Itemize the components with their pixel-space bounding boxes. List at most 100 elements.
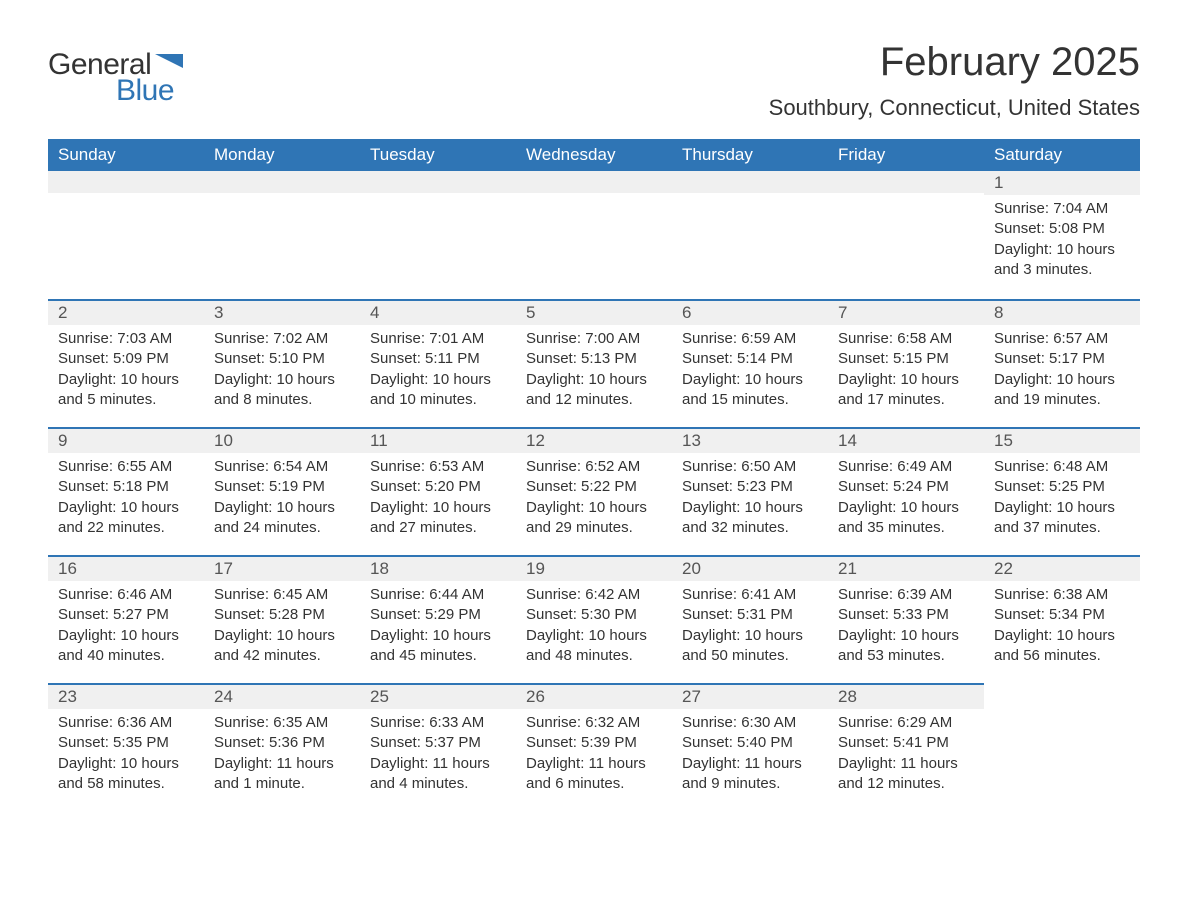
daylight-text: Daylight: 10 hours and 15 minutes. bbox=[682, 370, 818, 411]
calendar-day-cell: 2 Sunrise: 7:03 AMSunset: 5:09 PMDaylight… bbox=[48, 299, 204, 427]
daylight-text: Daylight: 10 hours and 5 minutes. bbox=[58, 370, 194, 411]
calendar-day-cell: 17Sunrise: 6:45 AMSunset: 5:28 PMDayligh… bbox=[204, 555, 360, 683]
sunrise-text: Sunrise: 6:59 AM bbox=[682, 329, 818, 349]
sunset-text: Sunset: 5:30 PM bbox=[526, 605, 662, 625]
calendar-day-cell: 20Sunrise: 6:41 AMSunset: 5:31 PMDayligh… bbox=[672, 555, 828, 683]
sunset-text: Sunset: 5:11 PM bbox=[370, 349, 506, 369]
day-number: 25 bbox=[370, 687, 389, 706]
daylight-text: Daylight: 11 hours and 1 minute. bbox=[214, 754, 350, 795]
sunrise-text: Sunrise: 6:58 AM bbox=[838, 329, 974, 349]
daylight-text: Daylight: 10 hours and 45 minutes. bbox=[370, 626, 506, 667]
calendar-day-cell: 23 Sunrise: 6:36 AMSunset: 5:35 PMDayligh… bbox=[48, 683, 204, 811]
sunset-text: Sunset: 5:27 PM bbox=[58, 605, 194, 625]
location: Southbury, Connecticut, United States bbox=[769, 95, 1140, 121]
day-number: 23 bbox=[58, 687, 77, 706]
daylight-text: Daylight: 10 hours and 53 minutes. bbox=[838, 626, 974, 667]
logo-text-blue: Blue bbox=[116, 74, 174, 108]
calendar-day-cell: 12Sunrise: 6:52 AMSunset: 5:22 PMDayligh… bbox=[516, 427, 672, 555]
daylight-text: Daylight: 10 hours and 27 minutes. bbox=[370, 498, 506, 539]
calendar-day-cell bbox=[672, 171, 828, 299]
sunrise-text: Sunrise: 7:04 AM bbox=[994, 199, 1130, 219]
header: General Blue February 2025 Southbury, Co… bbox=[48, 40, 1140, 135]
sunset-text: Sunset: 5:20 PM bbox=[370, 477, 506, 497]
calendar-day-cell: 16Sunrise: 6:46 AMSunset: 5:27 PMDayligh… bbox=[48, 555, 204, 683]
day-number: 4 bbox=[370, 303, 379, 322]
daylight-text: Daylight: 10 hours and 35 minutes. bbox=[838, 498, 974, 539]
daylight-text: Daylight: 11 hours and 4 minutes. bbox=[370, 754, 506, 795]
calendar-day-cell bbox=[360, 171, 516, 299]
weekday-header: Tuesday bbox=[360, 139, 516, 171]
calendar-day-cell: 24Sunrise: 6:35 AMSunset: 5:36 PMDayligh… bbox=[204, 683, 360, 811]
day-number: 9 bbox=[58, 431, 67, 450]
sunrise-text: Sunrise: 6:44 AM bbox=[370, 585, 506, 605]
sunset-text: Sunset: 5:35 PM bbox=[58, 733, 194, 753]
daylight-text: Daylight: 10 hours and 19 minutes. bbox=[994, 370, 1130, 411]
calendar-week-row: 23Sunrise: 6:36 AMSunset: 5:35 PMDayligh… bbox=[48, 683, 1140, 811]
calendar-day-cell: 8Sunrise: 6:57 AMSunset: 5:17 PMDaylight… bbox=[984, 299, 1140, 427]
calendar-day-cell: 1Sunrise: 7:04 AMSunset: 5:08 PMDaylight… bbox=[984, 171, 1140, 299]
day-number: 19 bbox=[526, 559, 545, 578]
calendar-day-cell: 3Sunrise: 7:02 AMSunset: 5:10 PMDaylight… bbox=[204, 299, 360, 427]
day-number: 12 bbox=[526, 431, 545, 450]
weekday-header-row: Sunday Monday Tuesday Wednesday Thursday… bbox=[48, 139, 1140, 171]
sunrise-text: Sunrise: 6:42 AM bbox=[526, 585, 662, 605]
daylight-text: Daylight: 11 hours and 12 minutes. bbox=[838, 754, 974, 795]
sunset-text: Sunset: 5:39 PM bbox=[526, 733, 662, 753]
calendar-day-cell: 18Sunrise: 6:44 AMSunset: 5:29 PMDayligh… bbox=[360, 555, 516, 683]
sunrise-text: Sunrise: 6:50 AM bbox=[682, 457, 818, 477]
sunset-text: Sunset: 5:09 PM bbox=[58, 349, 194, 369]
calendar-day-cell bbox=[516, 171, 672, 299]
day-number: 28 bbox=[838, 687, 857, 706]
day-number: 2 bbox=[58, 303, 67, 322]
calendar-week-row: 2Sunrise: 7:03 AMSunset: 5:09 PMDaylight… bbox=[48, 299, 1140, 427]
sunrise-text: Sunrise: 6:53 AM bbox=[370, 457, 506, 477]
sunrise-text: Sunrise: 7:02 AM bbox=[214, 329, 350, 349]
calendar-week-row: 1Sunrise: 7:04 AMSunset: 5:08 PMDaylight… bbox=[48, 171, 1140, 299]
sunrise-text: Sunrise: 6:54 AM bbox=[214, 457, 350, 477]
sunrise-text: Sunrise: 7:03 AM bbox=[58, 329, 194, 349]
sunset-text: Sunset: 5:23 PM bbox=[682, 477, 818, 497]
sunrise-text: Sunrise: 6:49 AM bbox=[838, 457, 974, 477]
weekday-header: Friday bbox=[828, 139, 984, 171]
day-number: 16 bbox=[58, 559, 77, 578]
daylight-text: Daylight: 10 hours and 42 minutes. bbox=[214, 626, 350, 667]
flag-icon bbox=[155, 54, 183, 74]
calendar-day-cell: 5Sunrise: 7:00 AMSunset: 5:13 PMDaylight… bbox=[516, 299, 672, 427]
sunrise-text: Sunrise: 6:35 AM bbox=[214, 713, 350, 733]
sunrise-text: Sunrise: 6:38 AM bbox=[994, 585, 1130, 605]
calendar-day-cell: 22Sunrise: 6:38 AMSunset: 5:34 PMDayligh… bbox=[984, 555, 1140, 683]
sunset-text: Sunset: 5:31 PM bbox=[682, 605, 818, 625]
daylight-text: Daylight: 10 hours and 48 minutes. bbox=[526, 626, 662, 667]
daylight-text: Daylight: 10 hours and 17 minutes. bbox=[838, 370, 974, 411]
sunrise-text: Sunrise: 6:52 AM bbox=[526, 457, 662, 477]
sunrise-text: Sunrise: 6:36 AM bbox=[58, 713, 194, 733]
sunrise-text: Sunrise: 6:39 AM bbox=[838, 585, 974, 605]
sunset-text: Sunset: 5:13 PM bbox=[526, 349, 662, 369]
day-number: 7 bbox=[838, 303, 847, 322]
sunset-text: Sunset: 5:34 PM bbox=[994, 605, 1130, 625]
calendar-week-row: 16Sunrise: 6:46 AMSunset: 5:27 PMDayligh… bbox=[48, 555, 1140, 683]
calendar-day-cell: 14Sunrise: 6:49 AMSunset: 5:24 PMDayligh… bbox=[828, 427, 984, 555]
month-title: February 2025 bbox=[769, 40, 1140, 85]
sunrise-text: Sunrise: 6:41 AM bbox=[682, 585, 818, 605]
sunrise-text: Sunrise: 7:01 AM bbox=[370, 329, 506, 349]
sunrise-text: Sunrise: 6:33 AM bbox=[370, 713, 506, 733]
calendar-day-cell: 19 Sunrise: 6:42 AMSunset: 5:30 PMDayligh… bbox=[516, 555, 672, 683]
sunrise-text: Sunrise: 6:45 AM bbox=[214, 585, 350, 605]
calendar-day-cell: 9Sunrise: 6:55 AMSunset: 5:18 PMDaylight… bbox=[48, 427, 204, 555]
daylight-text: Daylight: 10 hours and 32 minutes. bbox=[682, 498, 818, 539]
daylight-text: Daylight: 10 hours and 22 minutes. bbox=[58, 498, 194, 539]
day-number: 20 bbox=[682, 559, 701, 578]
calendar-day-cell: 28Sunrise: 6:29 AMSunset: 5:41 PMDayligh… bbox=[828, 683, 984, 811]
day-number: 24 bbox=[214, 687, 233, 706]
calendar-week-row: 9Sunrise: 6:55 AMSunset: 5:18 PMDaylight… bbox=[48, 427, 1140, 555]
calendar-day-cell: 25Sunrise: 6:33 AMSunset: 5:37 PMDayligh… bbox=[360, 683, 516, 811]
sunrise-text: Sunrise: 6:29 AM bbox=[838, 713, 974, 733]
weekday-header: Thursday bbox=[672, 139, 828, 171]
daylight-text: Daylight: 10 hours and 58 minutes. bbox=[58, 754, 194, 795]
sunset-text: Sunset: 5:19 PM bbox=[214, 477, 350, 497]
daylight-text: Daylight: 10 hours and 10 minutes. bbox=[370, 370, 506, 411]
calendar-day-cell bbox=[828, 171, 984, 299]
calendar-day-cell bbox=[984, 683, 1140, 811]
calendar-day-cell bbox=[48, 171, 204, 299]
